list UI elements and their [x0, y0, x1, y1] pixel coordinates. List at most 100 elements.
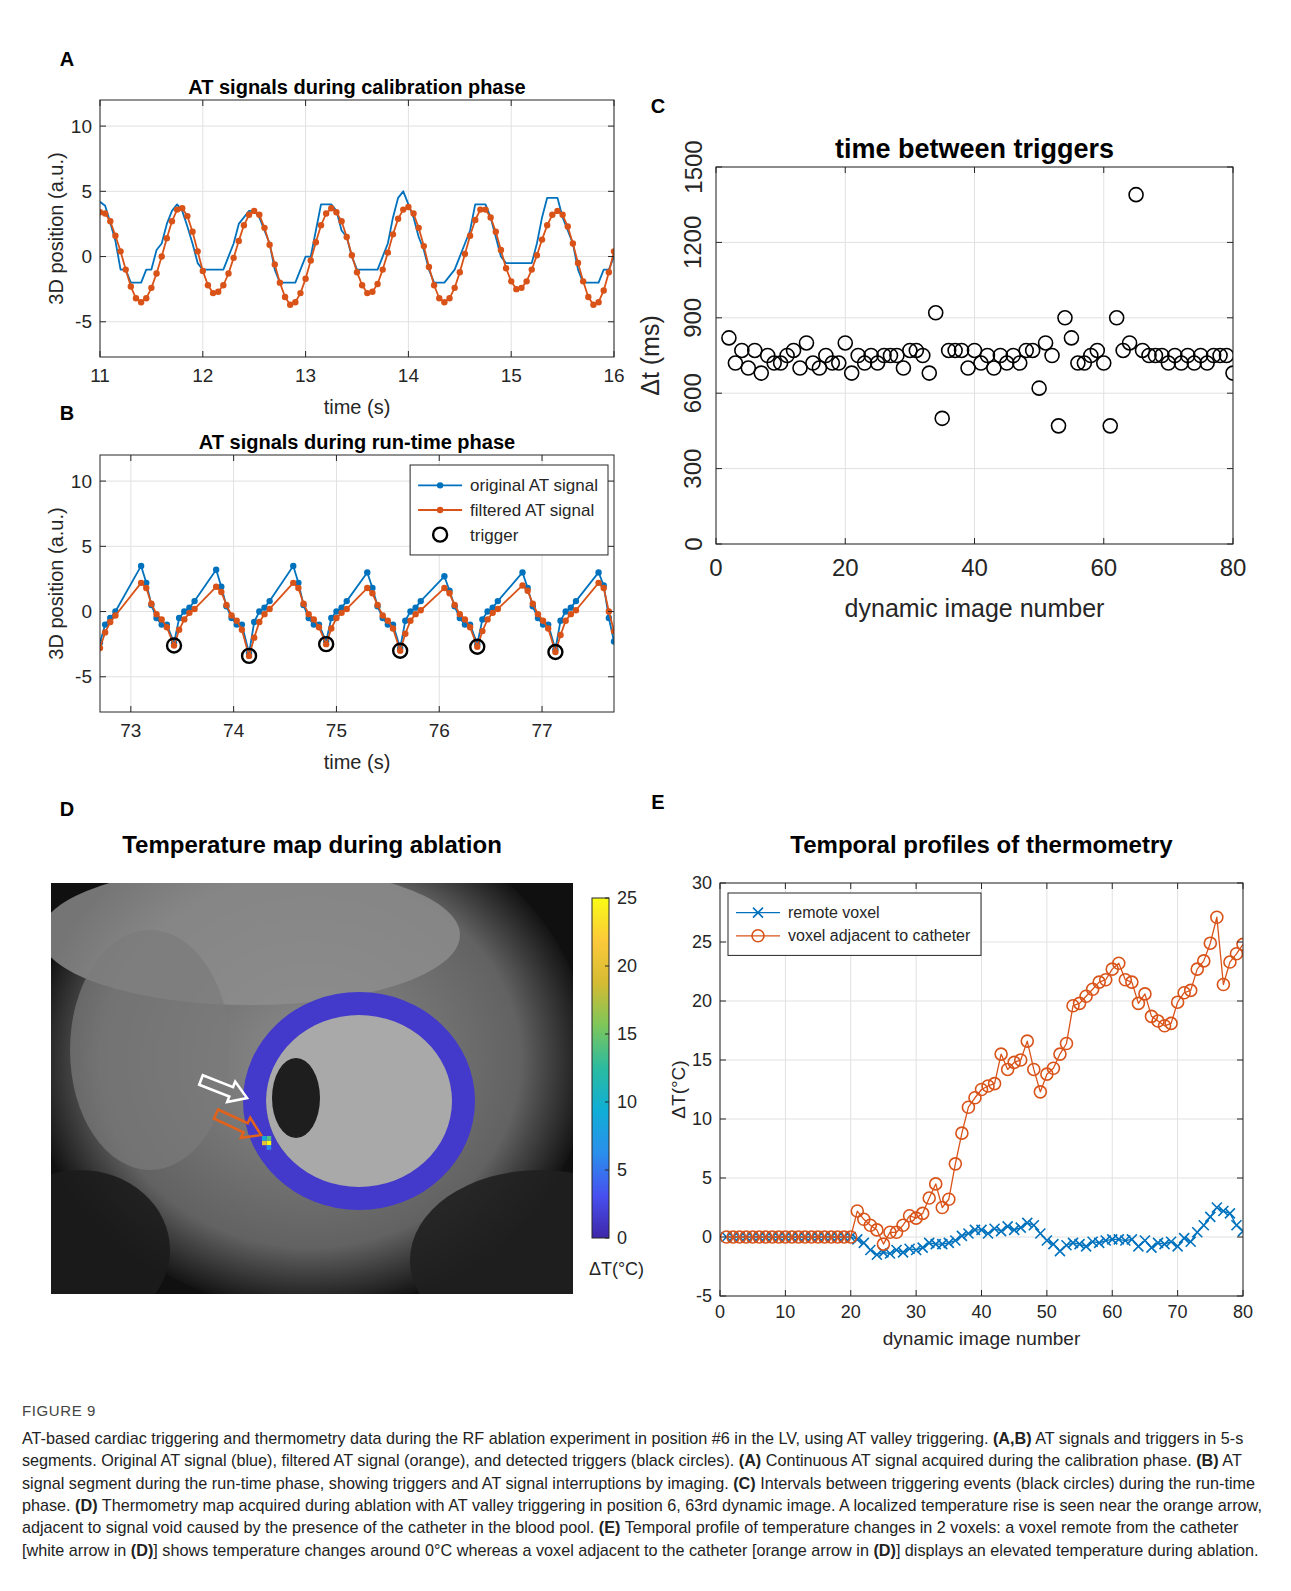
tick-label: 15 — [501, 365, 522, 386]
marker-dot — [251, 208, 257, 214]
marker-dot — [498, 247, 504, 253]
arrow — [214, 1110, 261, 1138]
legend-label: filtered AT signal — [470, 501, 594, 520]
marker-circle — [1097, 356, 1111, 370]
grid-line — [100, 126, 614, 127]
panel-c: 020406080030060090012001500time between … — [636, 134, 1246, 622]
marker-circle — [1113, 957, 1125, 969]
grid-line — [1112, 883, 1113, 1296]
marker-dot — [302, 276, 308, 282]
series-line — [100, 207, 614, 305]
marker-circle — [877, 1238, 889, 1250]
marker-dot — [369, 289, 375, 295]
tick-mark — [605, 966, 609, 967]
tissue — [70, 930, 230, 1170]
tick-mark — [542, 706, 543, 712]
legend-label: original AT signal — [470, 476, 598, 495]
caption-ref: (A) — [739, 1451, 761, 1469]
marker-dot — [176, 627, 182, 633]
tick-mark — [608, 256, 614, 257]
marker-circle — [987, 361, 1001, 375]
tick-mark — [130, 455, 131, 461]
tick-mark — [720, 942, 726, 943]
panel-d: Temperature map during ablation051015202… — [0, 810, 670, 1350]
marker-dot — [138, 563, 144, 569]
tick-mark — [845, 538, 846, 544]
marker-x — [1029, 1220, 1039, 1230]
tick-mark — [785, 1290, 786, 1296]
grid-line — [100, 676, 614, 677]
marker-dot — [107, 619, 113, 625]
marker-x — [1186, 1237, 1196, 1247]
marker-dot — [359, 282, 365, 288]
axis-title: time (s) — [324, 396, 391, 418]
tick-mark — [845, 167, 846, 173]
marker-circle — [1034, 1086, 1046, 1098]
marker-dot — [102, 210, 108, 216]
marker-dot — [397, 647, 403, 653]
marker-circle — [1064, 331, 1078, 345]
grid-line — [202, 100, 203, 357]
tick-label: -5 — [75, 311, 92, 332]
plot-area — [720, 883, 1243, 1296]
grid-line — [716, 242, 1233, 243]
legend-box — [410, 465, 608, 555]
tick-label: 0 — [81, 246, 92, 267]
tick-mark — [608, 321, 614, 322]
marker-circle — [1220, 349, 1233, 363]
marker-circle — [242, 649, 256, 663]
tick-mark — [100, 321, 106, 322]
marker-dot — [256, 619, 262, 625]
marker-dot — [585, 294, 591, 300]
marker-dot — [328, 625, 334, 631]
tick-mark — [1227, 393, 1233, 394]
marker-circle — [1226, 366, 1233, 380]
marker-circle — [838, 336, 852, 350]
marker-dot — [344, 234, 350, 240]
marker-circle — [871, 1224, 883, 1236]
tick-label: 0 — [702, 1227, 712, 1247]
marker-dot — [568, 611, 574, 617]
marker-dot — [117, 248, 123, 254]
panel-a: 111213141516-50510AT signals during cali… — [45, 76, 625, 418]
marker-dot — [479, 628, 485, 634]
marker-dot — [239, 627, 245, 633]
marker-dot — [495, 598, 501, 604]
marker-circle — [548, 645, 562, 659]
chart-title: time between triggers — [835, 134, 1114, 164]
marker-circle — [935, 411, 949, 425]
tick-mark — [716, 242, 722, 243]
tick-mark — [1237, 1178, 1243, 1179]
marker-dot — [191, 598, 197, 604]
caption-ref: (D) — [873, 1541, 895, 1559]
mri-image — [51, 883, 573, 1294]
marker-circle — [1185, 984, 1197, 996]
marker-dot — [472, 217, 478, 223]
marker-circle — [917, 1207, 929, 1219]
colorbar — [592, 898, 609, 1238]
marker-dot — [441, 299, 447, 305]
marker-dot — [489, 610, 495, 616]
tick-label: 16 — [603, 365, 624, 386]
marker-circle — [1002, 1063, 1014, 1075]
marker-dot — [380, 612, 386, 618]
marker-circle — [936, 1202, 948, 1214]
tick-mark — [716, 317, 722, 318]
marker-dot — [328, 205, 334, 211]
tick-mark — [1046, 1290, 1047, 1296]
tick-label: 25 — [617, 888, 637, 908]
tick-label: 50 — [1037, 1302, 1057, 1322]
tick-mark — [785, 883, 786, 889]
tick-label: 0 — [715, 1302, 725, 1322]
marker-circle — [955, 343, 969, 357]
tick-label: 5 — [81, 536, 92, 557]
grid-line — [233, 455, 234, 712]
marker-circle — [1211, 911, 1223, 923]
marker-dot — [431, 282, 437, 288]
marker-dot — [179, 205, 185, 211]
tick-mark — [1237, 1060, 1243, 1061]
marker-circle — [787, 343, 801, 357]
marker-dot — [189, 229, 195, 235]
caption-ref: (B) — [1196, 1451, 1218, 1469]
tick-mark — [1112, 883, 1113, 889]
